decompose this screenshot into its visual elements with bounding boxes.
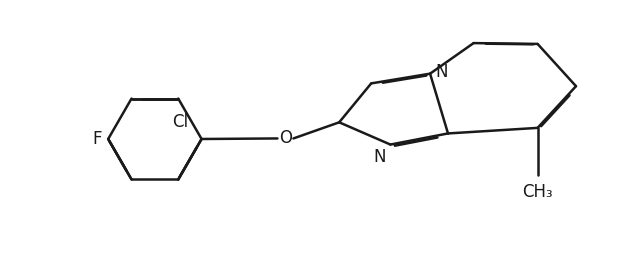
Text: O: O (279, 130, 292, 147)
Text: N: N (373, 148, 385, 166)
Text: F: F (93, 130, 102, 148)
Text: Cl: Cl (172, 113, 188, 131)
Text: N: N (435, 63, 447, 81)
Text: CH₃: CH₃ (522, 183, 553, 201)
